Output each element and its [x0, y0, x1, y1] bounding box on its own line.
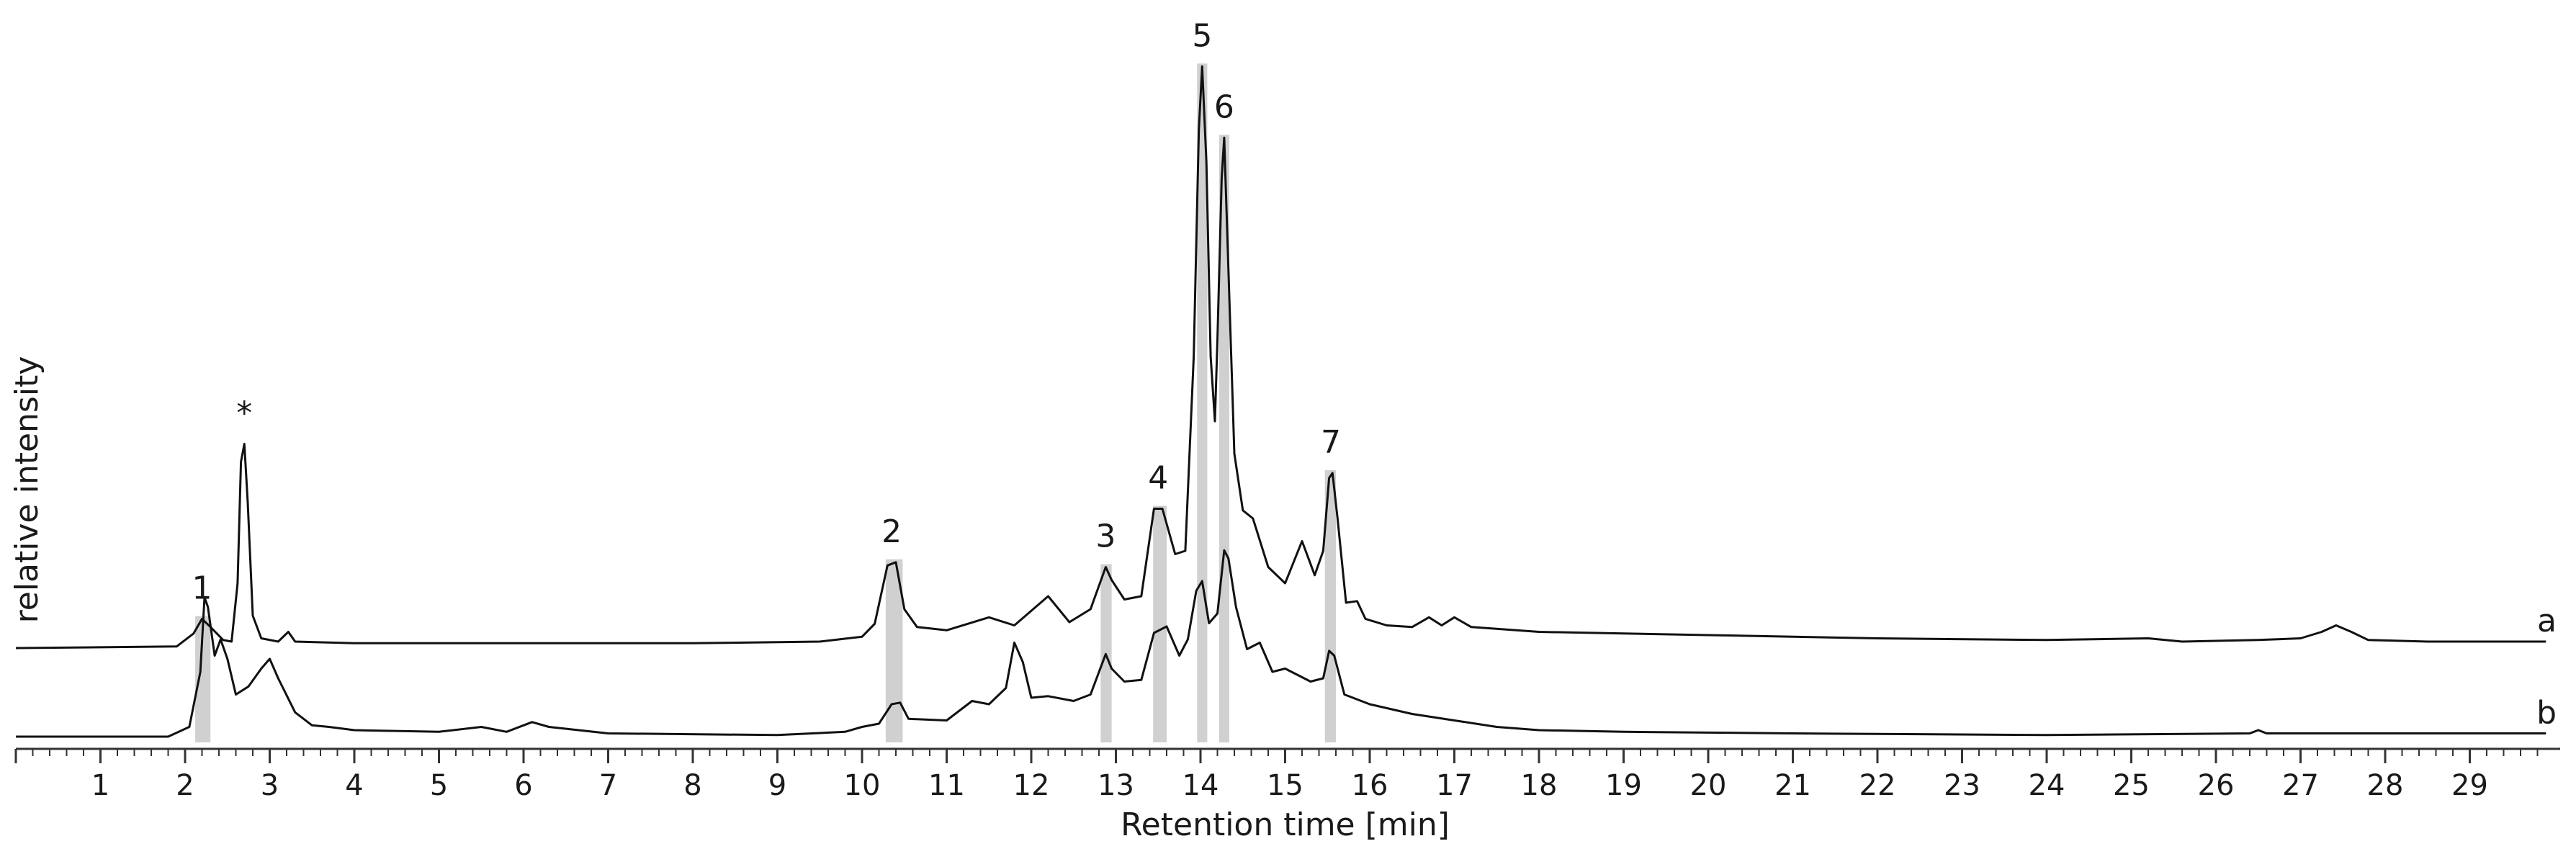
peak-label-asterisk: * [236, 395, 252, 432]
peak-label-3: 3 [1095, 518, 1116, 555]
x-tick-label: 23 [1944, 769, 1980, 802]
x-tick-label: 13 [1098, 769, 1134, 802]
trace-b [16, 549, 2546, 738]
peak-label-4: 4 [1148, 460, 1168, 497]
x-tick-label: 14 [1182, 769, 1219, 802]
x-tick-label: 29 [2451, 769, 2488, 802]
x-tick-label: 28 [2367, 769, 2404, 802]
x-tick-label: 11 [928, 769, 965, 802]
x-tick-label: 16 [1352, 769, 1388, 802]
x-tick-label: 6 [514, 769, 532, 802]
trace-label-a: a [2537, 603, 2557, 639]
highlight-band-4 [1153, 505, 1167, 742]
x-tick-label: 9 [768, 769, 786, 802]
peak-label-7: 7 [1321, 424, 1341, 461]
x-tick-label: 19 [1605, 769, 1642, 802]
x-tick-label: 18 [1521, 769, 1558, 802]
x-tick-label: 8 [683, 769, 701, 802]
x-tick-label: 10 [844, 769, 881, 802]
chromatogram-traces: ab [15, 65, 2557, 738]
peak-label-6: 6 [1214, 89, 1234, 125]
x-tick-label: 12 [1013, 769, 1050, 802]
x-tick-label: 27 [2282, 769, 2319, 802]
x-tick-label: 21 [1774, 769, 1811, 802]
x-tick-label: 15 [1267, 769, 1303, 802]
x-tick-label: 4 [345, 769, 363, 802]
trace-a [15, 65, 2546, 650]
peak-label-1: 1 [192, 570, 212, 607]
x-tick-label: 2 [176, 769, 194, 802]
highlight-band-5 [1197, 63, 1208, 742]
highlight-band-6 [1219, 135, 1229, 742]
x-tick-label: 3 [261, 769, 279, 802]
x-tick-label: 25 [2113, 769, 2150, 802]
trace-label-b: b [2536, 695, 2557, 732]
x-tick-label: 5 [430, 769, 448, 802]
highlight-band-1 [195, 616, 211, 742]
x-tick-label: 17 [1436, 769, 1473, 802]
x-tick-label: 1 [91, 769, 109, 802]
x-axis-title: Retention time [min] [1121, 806, 1450, 843]
x-axis: 1 2 3 4 5 6 7 8 9 10 11 12 13 14 15 16 17 18 19 20 21 22 23 24 2… [14, 747, 2560, 802]
y-axis-title: relative intensity [9, 356, 45, 624]
x-tick-label: 20 [1690, 769, 1727, 802]
peak-label-5: 5 [1192, 17, 1212, 54]
peak-label-2: 2 [881, 513, 902, 550]
x-tick-label: 26 [2198, 769, 2235, 802]
x-tick-label: 7 [599, 769, 617, 802]
x-tick-label: 22 [1859, 769, 1896, 802]
highlight-band-7 [1324, 470, 1336, 742]
highlight-band-2 [885, 559, 903, 742]
x-tick-label: 24 [2029, 769, 2065, 802]
highlight-bands [195, 63, 1336, 742]
